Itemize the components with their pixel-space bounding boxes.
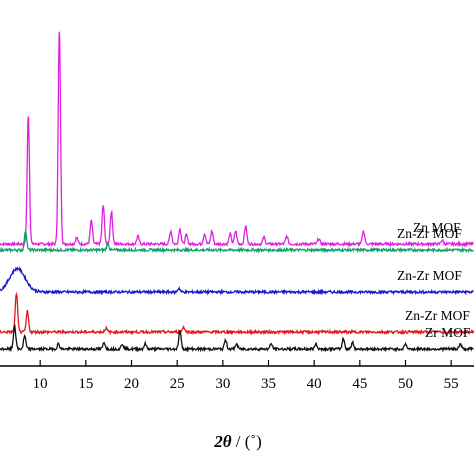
series-line-2 [0, 229, 474, 254]
series-label-1: Zn MOF [413, 220, 461, 235]
series-line-4 [0, 291, 474, 336]
x-tick-label: 55 [444, 376, 459, 392]
x-tick-label: 15 [78, 376, 93, 392]
series-line-3 [0, 266, 474, 296]
x-axis-title: 2θ / (˚) [213, 432, 262, 451]
x-tick-label: 45 [352, 376, 367, 392]
traces-group [0, 31, 474, 353]
series-label-3: Zn-Zr MOF [397, 268, 462, 283]
x-tick-label: 50 [398, 376, 413, 392]
series-label-5: Zr MOF [425, 325, 471, 340]
x-axis-title-var: 2θ [213, 432, 232, 451]
x-tick-label: 20 [124, 376, 139, 392]
series-label-4: Zn-Zr MOF [405, 308, 470, 323]
x-axis-title-unit: / (˚) [236, 432, 262, 451]
x-tick-label: 25 [170, 376, 185, 392]
x-tick-label: 35 [261, 376, 276, 392]
series-line-1 [0, 31, 474, 248]
x-tick-label: 40 [307, 376, 322, 392]
x-tick-label: 10 [33, 376, 48, 392]
x-ticks-group: 10 15 20 25 30 35 40 45 50 55 [33, 360, 459, 392]
x-tick-label: 30 [215, 376, 230, 392]
series-line-5 [0, 323, 474, 353]
series-label-2: Zn-Zr MOF [397, 226, 462, 241]
